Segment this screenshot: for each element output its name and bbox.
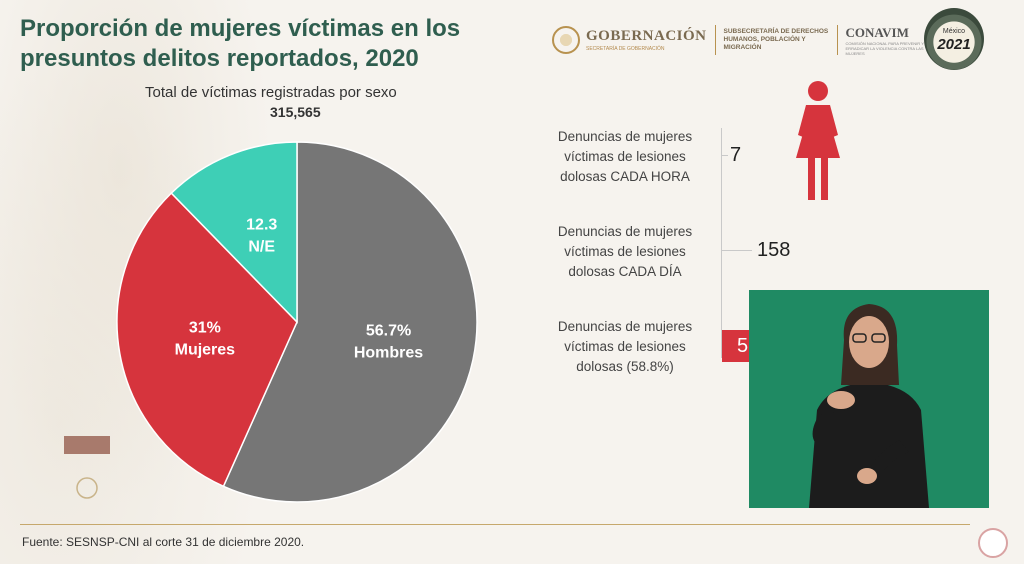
stat-value-percent: 5 bbox=[722, 330, 752, 362]
subsecretaria-text: SUBSECRETARÍA DE DERECHOS HUMANOS, POBLA… bbox=[723, 28, 829, 51]
mexico-corner-seal-icon bbox=[978, 528, 1008, 558]
chart-total: 315,565 bbox=[270, 104, 321, 120]
pie-category-label: N/E bbox=[248, 238, 275, 255]
pie-slice-mujeres bbox=[116, 192, 298, 488]
page-title: Proporción de mujeres víctimas en los pr… bbox=[20, 15, 461, 72]
conavim-text: CONAVIM bbox=[845, 24, 909, 40]
pie-chart: 56.7% Hombres 31% Mujeres 12.3 N/E bbox=[116, 141, 478, 503]
footer-rule bbox=[20, 524, 970, 525]
gobernacion-text: GOBERNACIÓN bbox=[586, 28, 707, 44]
stats-tick bbox=[722, 155, 728, 156]
stat-value-hour: 7 bbox=[730, 144, 742, 166]
header-divider bbox=[714, 25, 716, 55]
interpreter-figure-icon bbox=[809, 304, 929, 508]
stats-tick bbox=[722, 250, 752, 251]
stat-value-day: 158 bbox=[757, 239, 791, 261]
decorative-emblem-icon bbox=[62, 432, 112, 507]
stat-label-percent: Denuncias de mujeres víctimas de lesione… bbox=[557, 319, 693, 374]
header-divider bbox=[836, 25, 838, 55]
woman-icon bbox=[788, 80, 848, 209]
pie-slice-hombres bbox=[222, 141, 478, 503]
badge-line1: México bbox=[942, 28, 966, 35]
header-logos: GOBERNACIÓN SECRETARÍA DE GOBERNACIÓN SU… bbox=[552, 10, 1012, 70]
pie-category-label: Hombres bbox=[354, 345, 423, 362]
chart-subtitle: Total de víctimas registradas por sexo bbox=[145, 84, 397, 101]
badge-year: 2021 bbox=[937, 36, 971, 53]
gobernacion-logo: GOBERNACIÓN SECRETARÍA DE GOBERNACIÓN bbox=[586, 28, 707, 52]
stat-label-day: Denuncias de mujeres víctimas de lesione… bbox=[557, 224, 693, 279]
stats-divider-line bbox=[721, 128, 722, 358]
gobernacion-seal-icon bbox=[552, 26, 580, 54]
pie-data-label: 12.3 bbox=[246, 216, 277, 233]
pie-slice-n-e bbox=[170, 141, 298, 324]
pie-category-label: Mujeres bbox=[175, 341, 236, 358]
pie-data-label: 31% bbox=[189, 319, 221, 336]
pie-data-label: 56.7% bbox=[366, 323, 411, 340]
conavim-subtext: COMISIÓN NACIONAL PARA PREVENIR Y ERRADI… bbox=[845, 40, 924, 56]
gobernacion-subtext: SECRETARÍA DE GOBERNACIÓN bbox=[586, 46, 665, 52]
source-note: Fuente: SESNSP-CNI al corte 31 de diciem… bbox=[22, 535, 305, 549]
stat-label-hour: Denuncias de mujeres víctimas de lesione… bbox=[557, 129, 693, 184]
mexico-2021-badge: México 2021 bbox=[924, 8, 984, 70]
conavim-logo: CONAVIM COMISIÓN NACIONAL PARA PREVENIR … bbox=[846, 25, 926, 56]
sign-language-interpreter-video bbox=[749, 290, 989, 508]
